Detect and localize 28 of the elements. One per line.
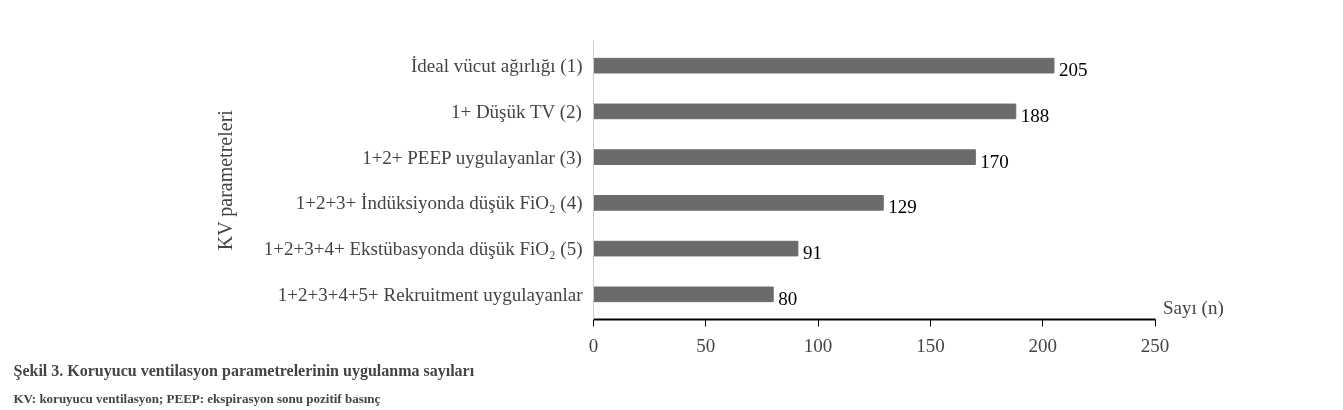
x-axis-title: Sayı (n) [1163, 296, 1224, 319]
data-label: 205 [1058, 59, 1088, 81]
x-tick-label: 150 [916, 334, 945, 356]
bar [593, 286, 774, 303]
bar [593, 57, 1055, 74]
text: Şekil 3. Koruyucu ventilasyon parametrelerinin uygulanma sayıları [13, 361, 475, 380]
data-label: 129 [888, 196, 917, 218]
data-label: 188 [1020, 104, 1050, 126]
y-tick-label: 1+2+ PEEP uygulayanlar (3) [362, 146, 582, 169]
y-axis-title: KV parametreleri [213, 109, 237, 251]
data-label: 170 [980, 150, 1009, 172]
y-tick-label: 1+ Düşük TV (2) [450, 100, 582, 123]
bar [593, 149, 976, 165]
y-tick-label: İdeal vücut ağırlığı (1) [411, 55, 583, 78]
x-tick-label: 0 [588, 334, 599, 356]
x-tick-label: 50 [696, 334, 716, 356]
bar [593, 195, 884, 211]
data-label: 80 [778, 287, 798, 309]
x-tick-label: 250 [1140, 334, 1170, 356]
x-tick-label: 100 [803, 334, 833, 356]
bar [593, 103, 1017, 120]
bar [593, 240, 799, 257]
x-tick-label: 200 [1028, 334, 1057, 356]
text: KV: koruyucu ventilasyon; PEEP: ekspirasyon sonu pozitif basınç [13, 390, 381, 406]
y-tick-label: 1+2+3+4+ Ekstübasyonda düşük FiO₂ (5) [263, 238, 583, 261]
data-label: 91 [802, 242, 822, 264]
y-tick-label: 1+2+3+ İndüksiyonda düşük FiO₂ (4) [295, 192, 583, 215]
y-tick-label: 1+2+3+4+5+ Rekruitment uygulayanlar [277, 283, 584, 305]
